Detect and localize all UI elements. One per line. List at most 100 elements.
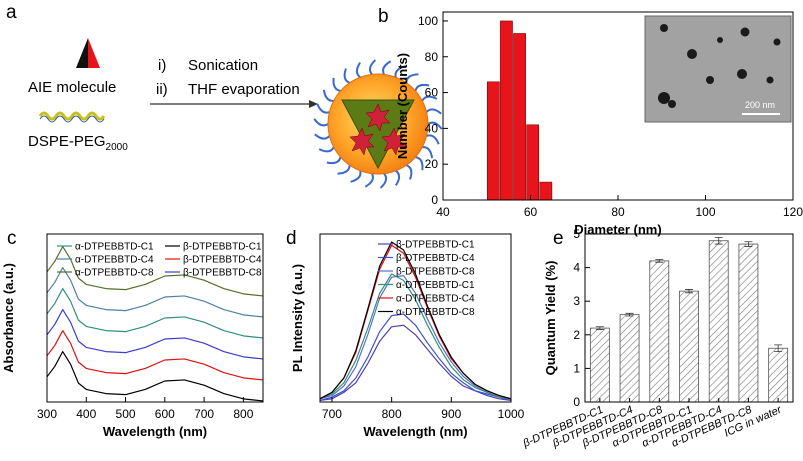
plot-frame: [584, 233, 794, 403]
series-line: [319, 273, 512, 400]
aie-aggregates: [349, 103, 407, 156]
legend-label: α-DTPEBBTD-C8: [396, 307, 475, 318]
chart: b 40 60 80 100 120 0 20 40 60 80 100 Diameter (nm) Nu…: [378, 6, 803, 237]
bar: [679, 290, 699, 403]
x-tick-label: 40: [436, 205, 450, 219]
peg-chain: [332, 77, 341, 92]
peg-chain: [415, 156, 424, 171]
series-line: [319, 313, 512, 401]
y-axis-title: PL Intensity (a.u.): [290, 264, 305, 372]
error-bar: [685, 289, 693, 294]
error-bar: [625, 312, 634, 317]
peg-chain: [343, 68, 351, 84]
legend-label: β-DTPEBBTD-C8: [183, 268, 262, 279]
histogram-bar: [500, 20, 513, 201]
x-tick-label: 700: [322, 407, 342, 421]
histogram-bar: [539, 181, 553, 201]
series-line: [319, 275, 512, 400]
peg-chain: [318, 146, 335, 153]
step-text: THF evaporation: [188, 81, 300, 98]
y-tick-label: 1: [573, 361, 580, 375]
x-tick-label: 500: [116, 407, 136, 421]
y-tick-label: 0: [431, 193, 438, 207]
peg-chain: [394, 169, 401, 187]
peg-chain: [382, 60, 392, 75]
series-line: [46, 330, 264, 381]
error-bar: [714, 236, 723, 245]
particle: [740, 27, 750, 37]
series-line: [319, 324, 512, 401]
histogram-bar: [513, 33, 526, 201]
series-line: [46, 351, 264, 402]
particle: [773, 38, 781, 46]
chart: d 700 800 900 1000 Wavelength (nm) PL Intensit…: [286, 228, 525, 439]
error-bar: [744, 241, 753, 247]
step-number: ii): [156, 81, 168, 98]
tem-inset: 200 nm: [644, 15, 792, 123]
scale-label: 200 nm: [745, 100, 775, 110]
panel-letter: d: [286, 228, 297, 249]
x-tick-label: 400: [76, 407, 96, 421]
histogram-bar: [486, 81, 500, 201]
series-line: [319, 241, 512, 400]
particle: [717, 37, 723, 43]
series-line: [46, 246, 264, 297]
aie-icon-red: [88, 38, 100, 68]
plot-frame: [319, 233, 512, 403]
particle: [706, 76, 714, 84]
legend-label: β-DTPEBBTD-C1: [183, 242, 262, 253]
bar: [738, 243, 759, 403]
tem-particles: [658, 24, 781, 108]
y-tick-label: 100: [418, 14, 438, 28]
panel-letter: a: [6, 2, 17, 23]
x-tick-label: 700: [194, 407, 214, 421]
particle: [660, 24, 668, 32]
legend-label: β-DTPEBBTD-C8: [396, 267, 475, 278]
peg-chain: [355, 61, 362, 79]
legend-label: α-DTPEBBTD-C1: [396, 280, 475, 291]
peg-chains: [313, 59, 443, 189]
error-bar: [595, 326, 604, 330]
error-bar: [655, 259, 664, 263]
bar: [768, 347, 789, 403]
peg-chain: [421, 95, 438, 102]
legend-label: β-DTPEBBTD-C1: [396, 240, 475, 251]
bar: [708, 240, 729, 403]
plot-frame: [46, 233, 264, 403]
particle: [658, 92, 670, 104]
x-tick-label: 1000: [498, 407, 525, 421]
y-tick-label: 0: [573, 395, 580, 409]
chart: eβ-DTPEBBTD-C1β-DTPEBBTD-C4β-DTPEBBTD-C8…: [520, 227, 794, 450]
x-tick-label: 800: [233, 407, 253, 421]
legend-label: α-DTPEBBTD-C1: [75, 242, 154, 253]
lipid-label: DSPE-PEG2000: [28, 133, 128, 153]
aie-icon-dark: [76, 38, 88, 68]
particle: [766, 76, 774, 84]
y-tick-label: 60: [425, 86, 439, 100]
aggregate: [381, 127, 407, 156]
peg-chain: [326, 156, 342, 165]
particle: [737, 69, 747, 79]
peg-chain: [414, 83, 430, 92]
panel-letter: b: [378, 6, 389, 27]
y-tick-label: 4: [573, 261, 580, 275]
y-tick-label: 5: [573, 227, 580, 241]
x-tick-label: 60: [524, 205, 538, 219]
peg-chain: [394, 65, 406, 78]
x-axis-title: Wavelength (nm): [103, 424, 207, 439]
particle: [668, 100, 676, 108]
peg-chain: [350, 170, 362, 183]
error-bar: [774, 344, 783, 352]
peg-chain: [405, 73, 419, 83]
step-number: i): [158, 57, 166, 74]
lipid-subscript: 2000: [106, 142, 129, 153]
chart: c 300 400 500 600 700 800 Wavelength (nm) Absorb…: [1, 228, 264, 439]
lipid-icon-shade: [39, 115, 105, 123]
x-tick-label: 800: [382, 407, 402, 421]
legend-label: α-DTPEBBTD-C8: [75, 268, 154, 279]
x-axis-title: Wavelength (nm): [363, 424, 467, 439]
panel-letter: e: [553, 228, 564, 249]
y-axis-title: Number (Counts): [395, 53, 410, 159]
peg-chain: [316, 103, 330, 114]
y-tick-label: 80: [425, 50, 439, 64]
